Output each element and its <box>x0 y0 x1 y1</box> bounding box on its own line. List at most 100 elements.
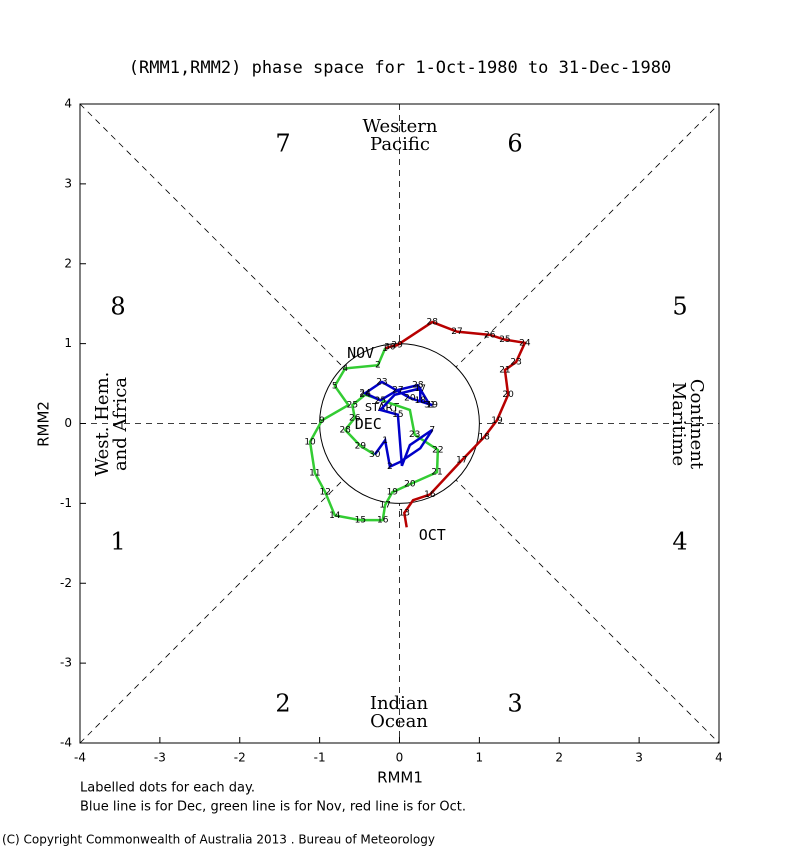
day-label: 16 <box>424 490 436 500</box>
phase-label: 3 <box>507 690 522 718</box>
day-label: 7 <box>429 425 435 435</box>
day-label: 16 <box>377 516 389 526</box>
day-label: 17 <box>415 384 426 394</box>
day-label: 14 <box>329 511 341 521</box>
region-label: West. Hem. <box>92 372 113 477</box>
y-tick-label: -4 <box>60 736 72 750</box>
day-label: 1 <box>382 344 388 354</box>
day-label: 17 <box>379 500 390 510</box>
day-label: 12 <box>319 488 330 498</box>
day-label: 21 <box>499 365 510 375</box>
day-label: 23 <box>510 357 521 367</box>
day-label: 2 <box>375 361 381 371</box>
day-label: 19 <box>427 401 439 411</box>
note: Labelled dots for each day. <box>80 781 255 796</box>
copyright: (C) Copyright Commonwealth of Australia … <box>2 833 435 847</box>
day-label: 23 <box>409 430 420 440</box>
phase-label: 8 <box>110 293 125 321</box>
day-label: 20 <box>404 393 416 403</box>
region-label: Pacific <box>370 134 430 155</box>
day-label: 27 <box>451 327 462 337</box>
day-label: 19 <box>387 488 399 498</box>
month-label: DEC <box>355 415 382 433</box>
day-label: 28 <box>412 381 424 391</box>
day-label: 28 <box>339 425 351 435</box>
day-label: 2 <box>387 462 393 472</box>
chart-title: (RMM1,RMM2) phase space for 1-Oct-1980 t… <box>129 58 671 78</box>
region-label: Ocean <box>370 711 428 732</box>
trajectory <box>362 380 434 469</box>
y-tick-label: 4 <box>64 97 72 111</box>
x-tick-label: 4 <box>715 751 723 765</box>
day-label: 31 <box>424 401 435 411</box>
day-label: 18 <box>415 396 427 406</box>
x-axis-label: RMM1 <box>377 769 423 787</box>
month-label: NOV <box>347 344 374 362</box>
day-label: 15 <box>355 516 366 526</box>
y-tick-label: -1 <box>60 496 72 510</box>
day-label: 13 <box>399 508 410 518</box>
region-labels: Western Pacific Indian Ocean West. Hem. … <box>92 116 707 732</box>
trajectory <box>384 320 527 528</box>
x-tick-label: 1 <box>476 751 484 765</box>
x-tick-label: 0 <box>396 751 404 765</box>
phase-label: 6 <box>507 130 522 158</box>
day-label: 23 <box>376 377 387 387</box>
y-tick-label: 3 <box>64 176 72 190</box>
phase-label: 5 <box>672 293 687 321</box>
month-label: OCT <box>419 526 446 544</box>
x-tick-label: -3 <box>154 751 166 765</box>
day-label: 20 <box>404 480 416 490</box>
x-tick-label: 2 <box>555 751 563 765</box>
day-label: 25 <box>375 396 386 406</box>
day-label: 26 <box>484 330 496 340</box>
trajectory <box>308 347 440 522</box>
day-label: 29 <box>355 441 367 451</box>
day-label: 26 <box>349 413 361 423</box>
day-label: 24 <box>519 338 531 348</box>
y-axis-label: RMM2 <box>35 401 53 447</box>
y-tick-label: -2 <box>60 576 72 590</box>
day-label: 30 <box>384 342 396 352</box>
day-label: 21 <box>431 468 442 478</box>
day-label: 27 <box>392 385 403 395</box>
phase-labels: 1 2 3 4 5 6 7 8 <box>110 130 687 718</box>
phase-label: 2 <box>275 690 290 718</box>
day-label: 18 <box>478 433 490 443</box>
day-label: 17 <box>456 456 467 466</box>
x-tick-label: -2 <box>234 751 246 765</box>
phase-label: 1 <box>110 528 125 556</box>
day-label: 24 <box>359 389 371 399</box>
day-label: 19 <box>491 416 503 426</box>
day-label: 1 <box>382 436 388 446</box>
y-tick-label: 0 <box>64 416 72 430</box>
y-tick-label: -3 <box>60 656 72 670</box>
x-tick-label: -4 <box>74 751 86 765</box>
x-tick-label: -1 <box>314 751 326 765</box>
day-label: 15 <box>392 410 403 420</box>
phase-label: 7 <box>275 130 290 158</box>
day-label: 10 <box>304 437 316 447</box>
day-label: 25 <box>499 335 510 345</box>
phase-label: 4 <box>672 528 687 556</box>
region-label: Western <box>362 116 437 137</box>
x-tick-label: 3 <box>635 751 643 765</box>
day-label: 28 <box>427 318 439 328</box>
day-label: 29 <box>391 341 403 351</box>
day-label: 4 <box>342 364 348 374</box>
region-label: Continent <box>686 379 707 470</box>
day-label: 30 <box>369 450 381 460</box>
day-label: 11 <box>309 469 320 479</box>
day-label: 22 <box>432 445 443 455</box>
y-tick-label: 2 <box>64 256 72 270</box>
day-label: 20 <box>502 390 514 400</box>
y-tick-label: 1 <box>64 336 72 350</box>
region-label: Indian <box>370 693 429 714</box>
region-label: and Africa <box>110 377 131 471</box>
note: Blue line is for Dec, green line is for … <box>80 800 466 815</box>
region-label: Maritime <box>668 382 689 466</box>
day-label: 9 <box>319 416 325 426</box>
day-label: 24 <box>359 390 371 400</box>
day-label: 5 <box>332 381 338 391</box>
